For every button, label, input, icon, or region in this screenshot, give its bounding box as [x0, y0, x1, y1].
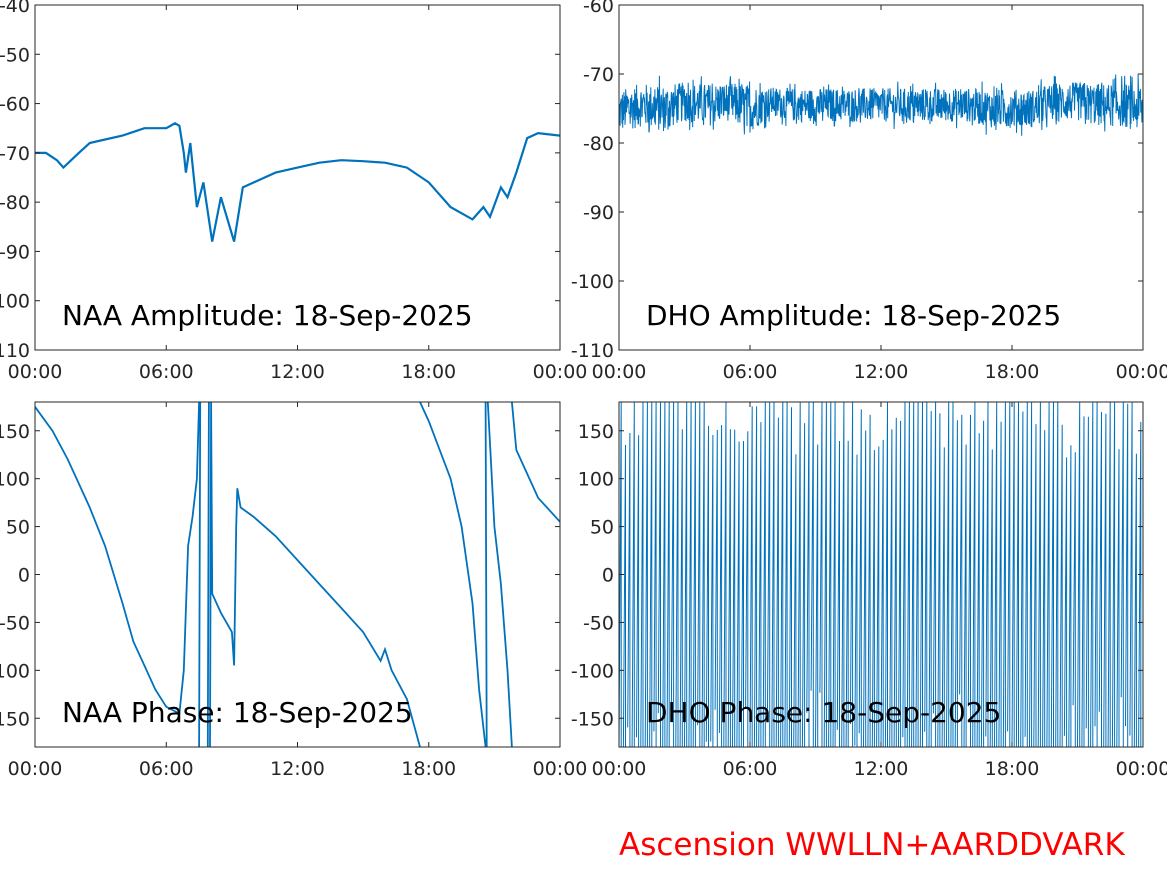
x-tick-label: 18:00: [401, 361, 456, 383]
y-tick-label: -70: [583, 64, 614, 86]
y-tick-label: -150: [0, 708, 30, 730]
panel-title: DHO Phase: 18-Sep-2025: [646, 696, 1001, 729]
y-tick-label: -100: [0, 291, 30, 313]
naa-phase-panel: 150 100 50 0 -50 -100 -150 00:00 06:00 12:00 18:00…: [0, 401, 588, 780]
footer-label: Ascension WWLLN+AARDDVARK: [619, 827, 1125, 863]
x-tick-label: 00:00: [592, 361, 647, 383]
y-tick-label: -150: [571, 708, 614, 730]
data-layer: [35, 402, 560, 747]
y-tick-label: 150: [578, 421, 614, 443]
x-tick-label: 06:00: [723, 758, 778, 780]
x-tick-label: 18:00: [985, 361, 1040, 383]
y-tick-label: 150: [0, 421, 30, 443]
x-tick-label: 12:00: [270, 361, 325, 383]
x-tick-label: 06:00: [723, 361, 778, 383]
y-tick-label: -60: [0, 94, 30, 116]
panel-title: NAA Amplitude: 18-Sep-2025: [62, 299, 473, 332]
x-tick-label: 00:00: [592, 758, 647, 780]
x-tick-label: 00:00: [1116, 361, 1167, 383]
naa-amplitude-panel: -40-50-60-70-80-90-100-11000:0006:0012:0…: [0, 0, 587, 383]
x-tick-label: 00:00: [533, 361, 588, 383]
dho-phase-series: [619, 402, 1143, 747]
x-tick-label: 12:00: [854, 361, 909, 383]
y-tick-label: -110: [571, 340, 614, 362]
x-tick-label: 00:00: [8, 758, 63, 780]
x-tick-label: 06:00: [139, 361, 194, 383]
y-tick-label: -80: [583, 133, 614, 155]
y-tick-label: -100: [571, 660, 614, 682]
y-tick-label: 100: [0, 469, 30, 491]
x-tick-label: 12:00: [270, 758, 325, 780]
x-tick-label: 12:00: [854, 758, 909, 780]
y-tick-label: -90: [583, 202, 614, 224]
y-tick-label: -50: [583, 612, 614, 634]
naa-phase-series: [35, 402, 560, 747]
y-tick-label: -100: [0, 660, 30, 682]
y-tick-label: -100: [571, 271, 614, 293]
y-tick-label: 100: [578, 469, 614, 491]
data-layer: [619, 402, 1143, 747]
y-tick-label: -40: [0, 0, 30, 17]
dho-phase-panel: 150 100 50 0 -50 -100 -150 00:00 06:00 12:00 18:00…: [571, 401, 1167, 780]
y-tick-label: -50: [0, 612, 30, 634]
x-tick-label: 06:00: [139, 758, 194, 780]
y-tick-label: 50: [6, 517, 30, 539]
x-tick-label: 18:00: [985, 758, 1040, 780]
y-tick-label: -90: [0, 241, 30, 263]
x-tick-label: 18:00: [401, 758, 456, 780]
x-tick-label: 00:00: [1116, 758, 1167, 780]
y-tick-label: 0: [602, 565, 614, 587]
y-tick-label: -110: [0, 340, 30, 362]
y-tick-label: -80: [0, 192, 30, 214]
y-tick-label: 0: [18, 565, 30, 587]
y-tick-label: -70: [0, 143, 30, 165]
dho-amplitude-series: [619, 73, 1143, 136]
y-tick-label: 50: [590, 517, 614, 539]
y-tick-label: -60: [583, 0, 614, 17]
data-layer: [619, 73, 1143, 136]
panel-title: DHO Amplitude: 18-Sep-2025: [646, 299, 1061, 332]
x-tick-label: 00:00: [8, 361, 63, 383]
x-tick-label: 00:00: [533, 758, 588, 780]
y-tick-label: -50: [0, 44, 30, 66]
panel-title: NAA Phase: 18-Sep-2025: [62, 696, 413, 729]
naa-amplitude-series: [35, 122, 560, 242]
data-layer: [35, 122, 560, 242]
